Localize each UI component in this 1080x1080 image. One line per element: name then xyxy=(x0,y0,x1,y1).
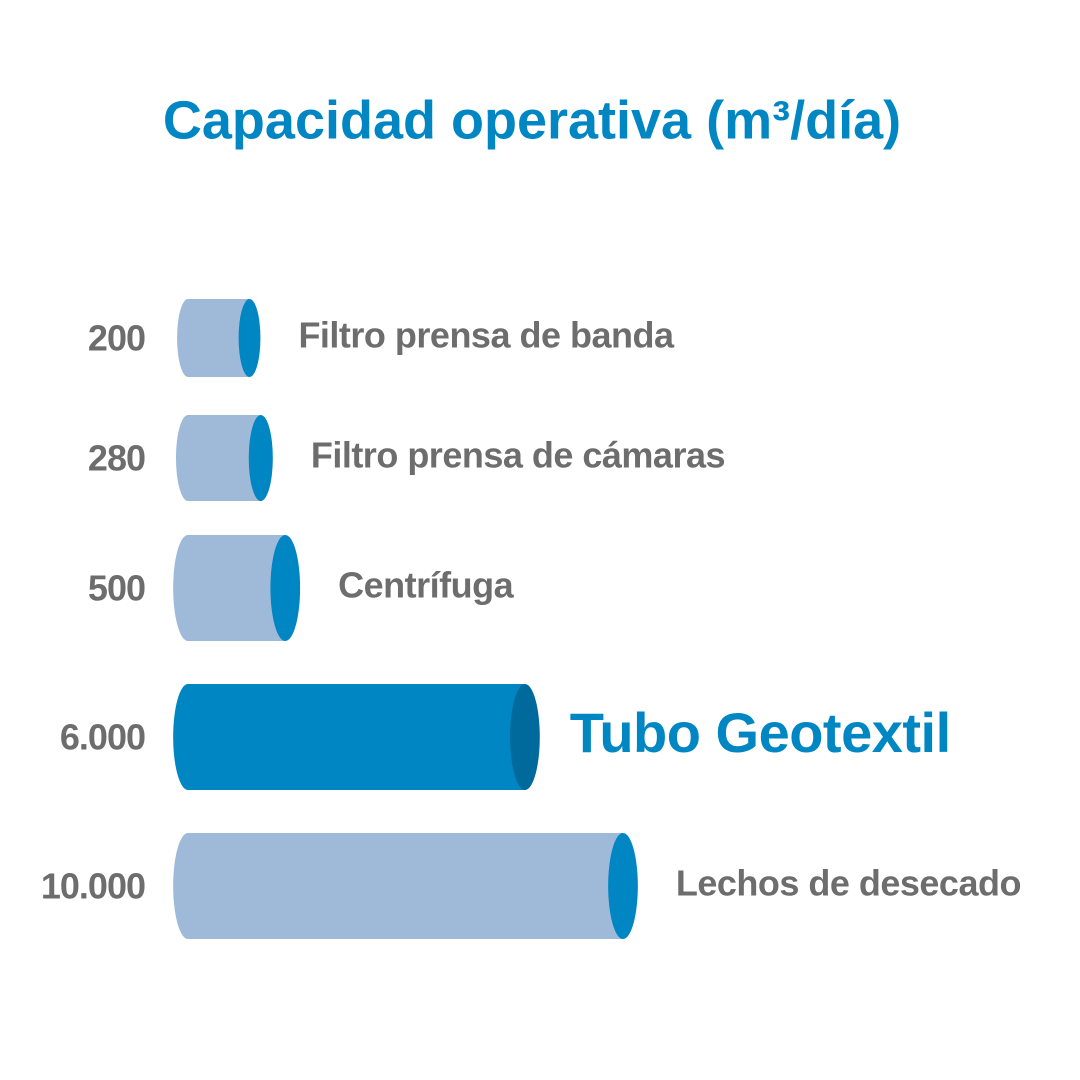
value-label: 500 xyxy=(88,568,145,609)
bar xyxy=(173,535,301,641)
category-label: Centrífuga xyxy=(338,565,514,606)
bar xyxy=(175,415,273,501)
bar-cap xyxy=(510,684,540,790)
bar-cap xyxy=(270,535,301,641)
value-label: 200 xyxy=(88,318,145,359)
value-label: 10.000 xyxy=(41,866,145,907)
bar-body xyxy=(188,415,261,501)
category-label: Filtro prensa de banda xyxy=(298,315,675,356)
bar-body xyxy=(188,833,623,939)
bar-body xyxy=(188,684,525,790)
value-label: 6.000 xyxy=(60,717,145,758)
bar xyxy=(173,833,638,939)
highlight-label: Tubo Geotextil xyxy=(570,701,951,764)
bar xyxy=(173,684,540,790)
category-label: Filtro prensa de cámaras xyxy=(311,435,725,476)
bar-cap xyxy=(248,415,273,501)
bar-body xyxy=(188,535,286,641)
bar-cap xyxy=(608,833,638,939)
category-label: Lechos de desecado xyxy=(676,863,1021,904)
value-label: 280 xyxy=(88,438,145,479)
bar-cap xyxy=(238,299,261,377)
bar xyxy=(177,299,261,377)
chart-title: Capacidad operativa (m³/día) xyxy=(163,90,901,150)
